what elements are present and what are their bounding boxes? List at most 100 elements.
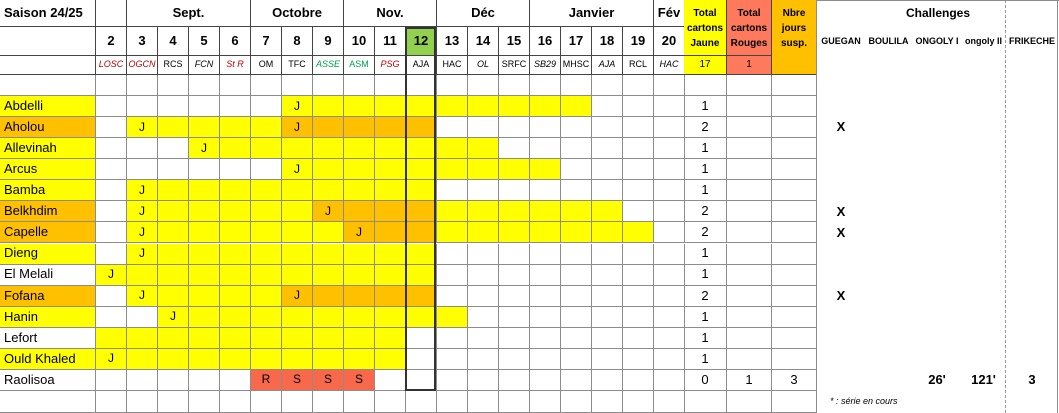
card-cell — [313, 159, 344, 181]
total-yellow: 1 — [684, 138, 727, 160]
card-cell — [406, 306, 437, 328]
card-cell — [406, 348, 437, 370]
card-cell — [592, 138, 623, 160]
card-cell — [127, 306, 158, 328]
card-cell — [251, 243, 282, 265]
card-cell — [499, 348, 530, 370]
card-cell — [654, 117, 685, 139]
card-cell — [344, 138, 375, 160]
card-cell — [189, 243, 220, 265]
opponent: OM — [251, 56, 282, 75]
opponent: MHSC — [561, 56, 592, 75]
challenge-name: GUEGAN — [821, 35, 861, 46]
divider — [817, 0, 1059, 1]
card-cell — [654, 264, 685, 286]
card-cell — [623, 138, 654, 160]
challenge-value — [962, 117, 1005, 138]
card-cell — [654, 96, 685, 118]
challenge-value — [912, 222, 962, 243]
card-cell — [127, 348, 158, 370]
blank-cell — [158, 75, 189, 96]
card-cell — [189, 264, 220, 286]
card-cell — [313, 264, 344, 286]
card-cell — [654, 369, 685, 391]
total-yellow: 2 — [684, 285, 727, 307]
total-suspension — [772, 96, 817, 118]
player-name: Arcus — [0, 159, 96, 181]
blank-cell — [313, 391, 344, 413]
blank-cell — [189, 391, 220, 413]
card-cell: J — [344, 222, 375, 244]
card-cell — [437, 285, 468, 307]
challenge-value — [865, 286, 912, 307]
matchday-number: 13 — [437, 27, 468, 56]
card-cell — [220, 159, 251, 181]
challenge-value: 121' — [971, 372, 996, 388]
totals-value: 1 — [727, 56, 772, 75]
total-red: 1 — [727, 369, 772, 391]
header-cell — [0, 27, 96, 56]
blank-cell — [654, 391, 685, 413]
challenge-value — [1005, 201, 1059, 222]
card-cell — [220, 348, 251, 370]
card-cell — [499, 180, 530, 202]
card-cell — [375, 369, 406, 391]
card-cell — [561, 348, 592, 370]
total-suspension: 3 — [772, 369, 817, 391]
card-cell — [530, 327, 561, 349]
total-yellow: 1 — [684, 264, 727, 286]
card-cell — [189, 348, 220, 370]
total-yellow: 2 — [684, 222, 727, 244]
card-cell — [499, 264, 530, 286]
card-cell — [375, 222, 406, 244]
card-cell — [406, 159, 437, 181]
challenge-value: X — [836, 224, 846, 240]
card-cell: J — [189, 138, 220, 160]
card-cell — [375, 243, 406, 265]
total-red — [727, 306, 772, 328]
card-cell — [344, 159, 375, 181]
opponent: HAC — [654, 56, 685, 75]
card-cell — [282, 201, 313, 223]
card-cell — [127, 96, 158, 118]
card-cell — [468, 264, 499, 286]
card-cell — [282, 327, 313, 349]
total-yellow: 1 — [684, 348, 727, 370]
card-cell — [499, 138, 530, 160]
blank-cell — [654, 75, 685, 96]
challenge-value: 26' — [928, 372, 946, 388]
card-cell — [220, 222, 251, 244]
card-cell — [189, 285, 220, 307]
opponent: OGCN — [127, 56, 158, 75]
card-cell — [623, 117, 654, 139]
card-cell — [344, 117, 375, 139]
card-cell — [468, 159, 499, 181]
card-cell — [313, 96, 344, 118]
card-cell — [561, 201, 592, 223]
card-cell — [313, 180, 344, 202]
blank-cell — [96, 391, 127, 413]
card-cell — [313, 306, 344, 328]
total-suspension — [772, 180, 817, 202]
card-cell: J — [158, 306, 189, 328]
card-cell — [406, 96, 437, 118]
card-cell — [158, 285, 189, 307]
card-cell — [344, 201, 375, 223]
opponent: AJA — [406, 56, 437, 75]
totals-header: Nbre jours susp. — [772, 0, 817, 75]
card-cell — [158, 264, 189, 286]
blank-cell — [127, 75, 158, 96]
card-cell — [499, 201, 530, 223]
card-cell — [499, 369, 530, 391]
month-label: Déc — [437, 0, 530, 27]
card-cell — [406, 327, 437, 349]
blank-cell — [468, 391, 499, 413]
challenge-value: X — [836, 203, 846, 219]
card-cell: J — [127, 222, 158, 244]
card-cell — [468, 327, 499, 349]
card-cell — [468, 243, 499, 265]
card-cell — [561, 96, 592, 118]
total-suspension — [772, 117, 817, 139]
card-cell — [344, 264, 375, 286]
card-cell: S — [313, 369, 344, 391]
